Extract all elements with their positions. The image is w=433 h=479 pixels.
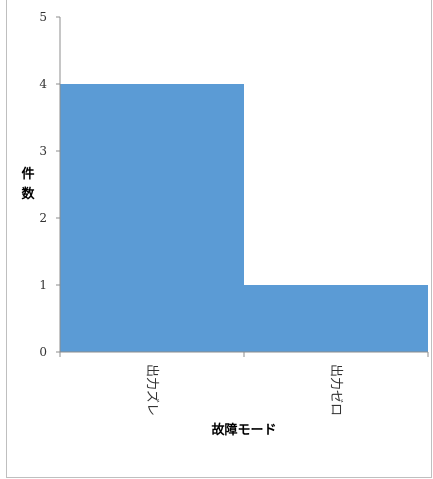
area-segment-2 xyxy=(244,285,428,352)
chart-frame xyxy=(6,0,432,478)
y-axis: 0 1 2 3 4 5 xyxy=(39,10,61,359)
y-tick-label: 2 xyxy=(39,211,47,225)
y-axis-title-char-2: 数 xyxy=(21,186,35,202)
x-category-label: 出力ゼロ xyxy=(328,364,343,416)
x-category-label: 出力ズレ xyxy=(144,364,160,416)
x-axis: 出力ズレ 出力ゼロ xyxy=(59,351,429,416)
y-tick-label: 0 xyxy=(39,345,47,359)
y-tick-label: 5 xyxy=(39,10,47,24)
plot-area xyxy=(60,84,428,352)
x-axis-title: 故障モード xyxy=(211,422,276,438)
area-segment-1 xyxy=(60,84,244,352)
y-tick-label: 1 xyxy=(39,278,47,292)
y-axis-title-char-1: 件 xyxy=(21,166,34,182)
y-tick-label: 3 xyxy=(39,144,47,158)
y-tick-label: 4 xyxy=(39,77,47,91)
